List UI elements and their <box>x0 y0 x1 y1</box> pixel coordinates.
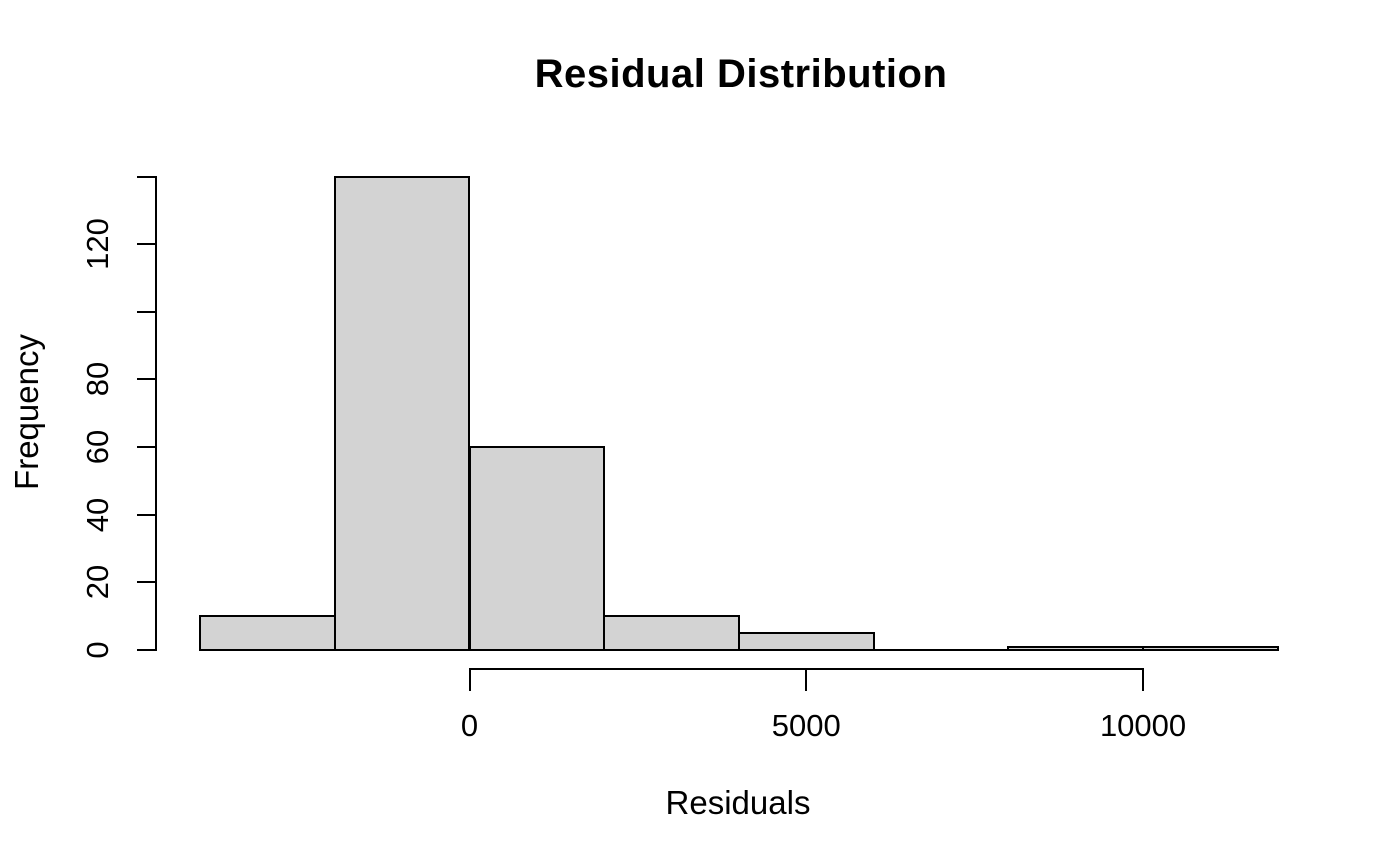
y-tick <box>137 446 157 449</box>
x-tick <box>805 669 808 691</box>
y-tick <box>137 310 157 313</box>
histogram-bar <box>468 446 606 651</box>
y-tick-label: 80 <box>80 362 115 397</box>
histogram-bar <box>333 175 471 651</box>
y-tick <box>137 243 157 246</box>
x-tick <box>468 669 471 691</box>
y-tick <box>137 513 157 516</box>
y-tick <box>137 649 157 651</box>
y-tick <box>137 378 157 381</box>
chart-title: Residual Distribution <box>534 52 948 96</box>
y-axis-line <box>155 175 157 651</box>
y-tick-label: 120 <box>80 218 115 271</box>
x-axis-title: Residuals <box>665 784 811 821</box>
histogram-bar <box>199 615 336 651</box>
histogram-baseline <box>199 649 1279 651</box>
x-tick-label: 0 <box>460 708 479 743</box>
histogram-bar <box>603 615 740 651</box>
x-tick <box>1142 669 1145 691</box>
y-tick <box>137 175 157 178</box>
x-tick-label: 10000 <box>1099 708 1187 743</box>
y-tick <box>137 581 157 584</box>
x-tick-label: 5000 <box>771 708 841 743</box>
x-axis-line <box>468 667 1145 670</box>
